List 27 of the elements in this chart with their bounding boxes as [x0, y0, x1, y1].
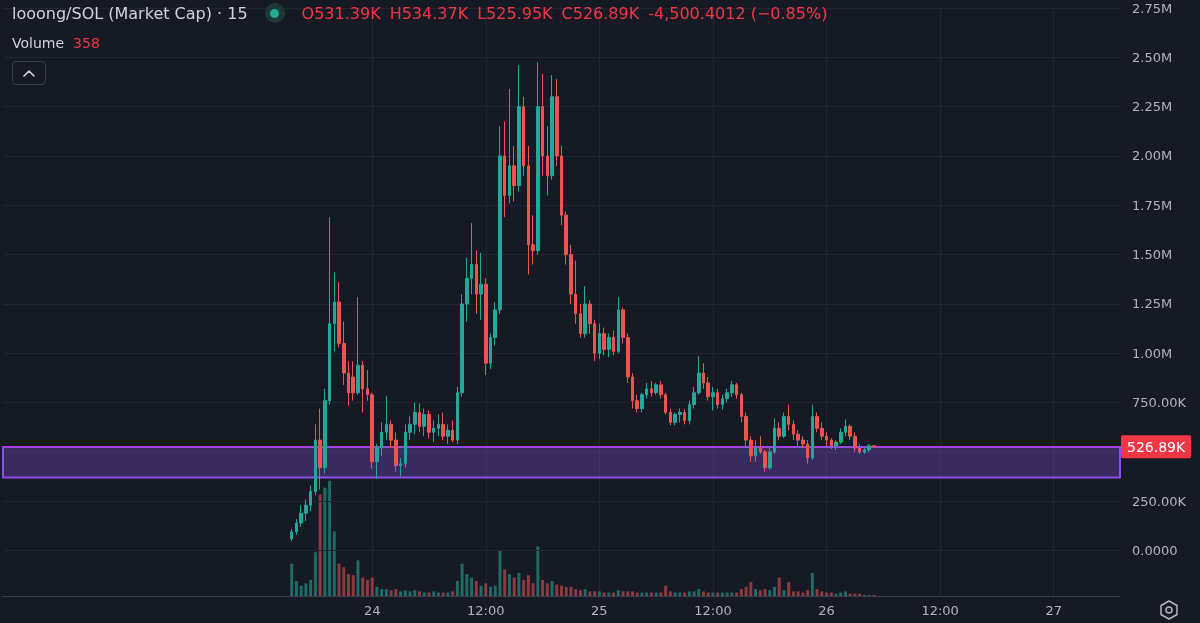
y-tick-label: 2.00M [1132, 148, 1173, 164]
annotation: 358 [73, 35, 100, 51]
y-tick-label: 750.00K [1132, 395, 1187, 411]
ref-line-label: 526.89K [1127, 438, 1186, 455]
y-tick-label: 1.75M [1132, 197, 1173, 213]
y-tick-label: 1.25M [1132, 296, 1173, 312]
y-tick-label: 1.00M [1132, 345, 1173, 361]
x-tick-label: 12:00 [467, 603, 505, 618]
x-tick-label: 12:00 [694, 603, 732, 618]
annotation: C526.89K [561, 3, 640, 23]
y-tick-label: 1.50M [1132, 247, 1173, 263]
chart-title: Volume [12, 35, 65, 51]
x-tick-label: 24 [363, 603, 381, 618]
annotation: L525.95K [477, 3, 553, 23]
y-tick-label: 0.0000 [1132, 543, 1178, 559]
annotation: O531.39K [301, 3, 381, 23]
y-tick-label: 2.75M [1132, 0, 1173, 16]
x-tick-label: 26 [818, 603, 835, 618]
x-tick-label: 12:00 [921, 603, 959, 618]
chart-title: looong/SOL (Market Cap) · 15 [12, 3, 248, 23]
annotation: H534.37K [389, 3, 469, 23]
x-tick-label: 25 [591, 603, 608, 618]
annotation: -4,500.4012 (−0.85%) [648, 3, 828, 23]
x-tick-label: 27 [1045, 603, 1063, 618]
y-tick-label: 2.50M [1132, 49, 1173, 65]
y-tick-label: 250.00K [1132, 493, 1187, 509]
y-tick-label: 2.25M [1132, 99, 1173, 115]
